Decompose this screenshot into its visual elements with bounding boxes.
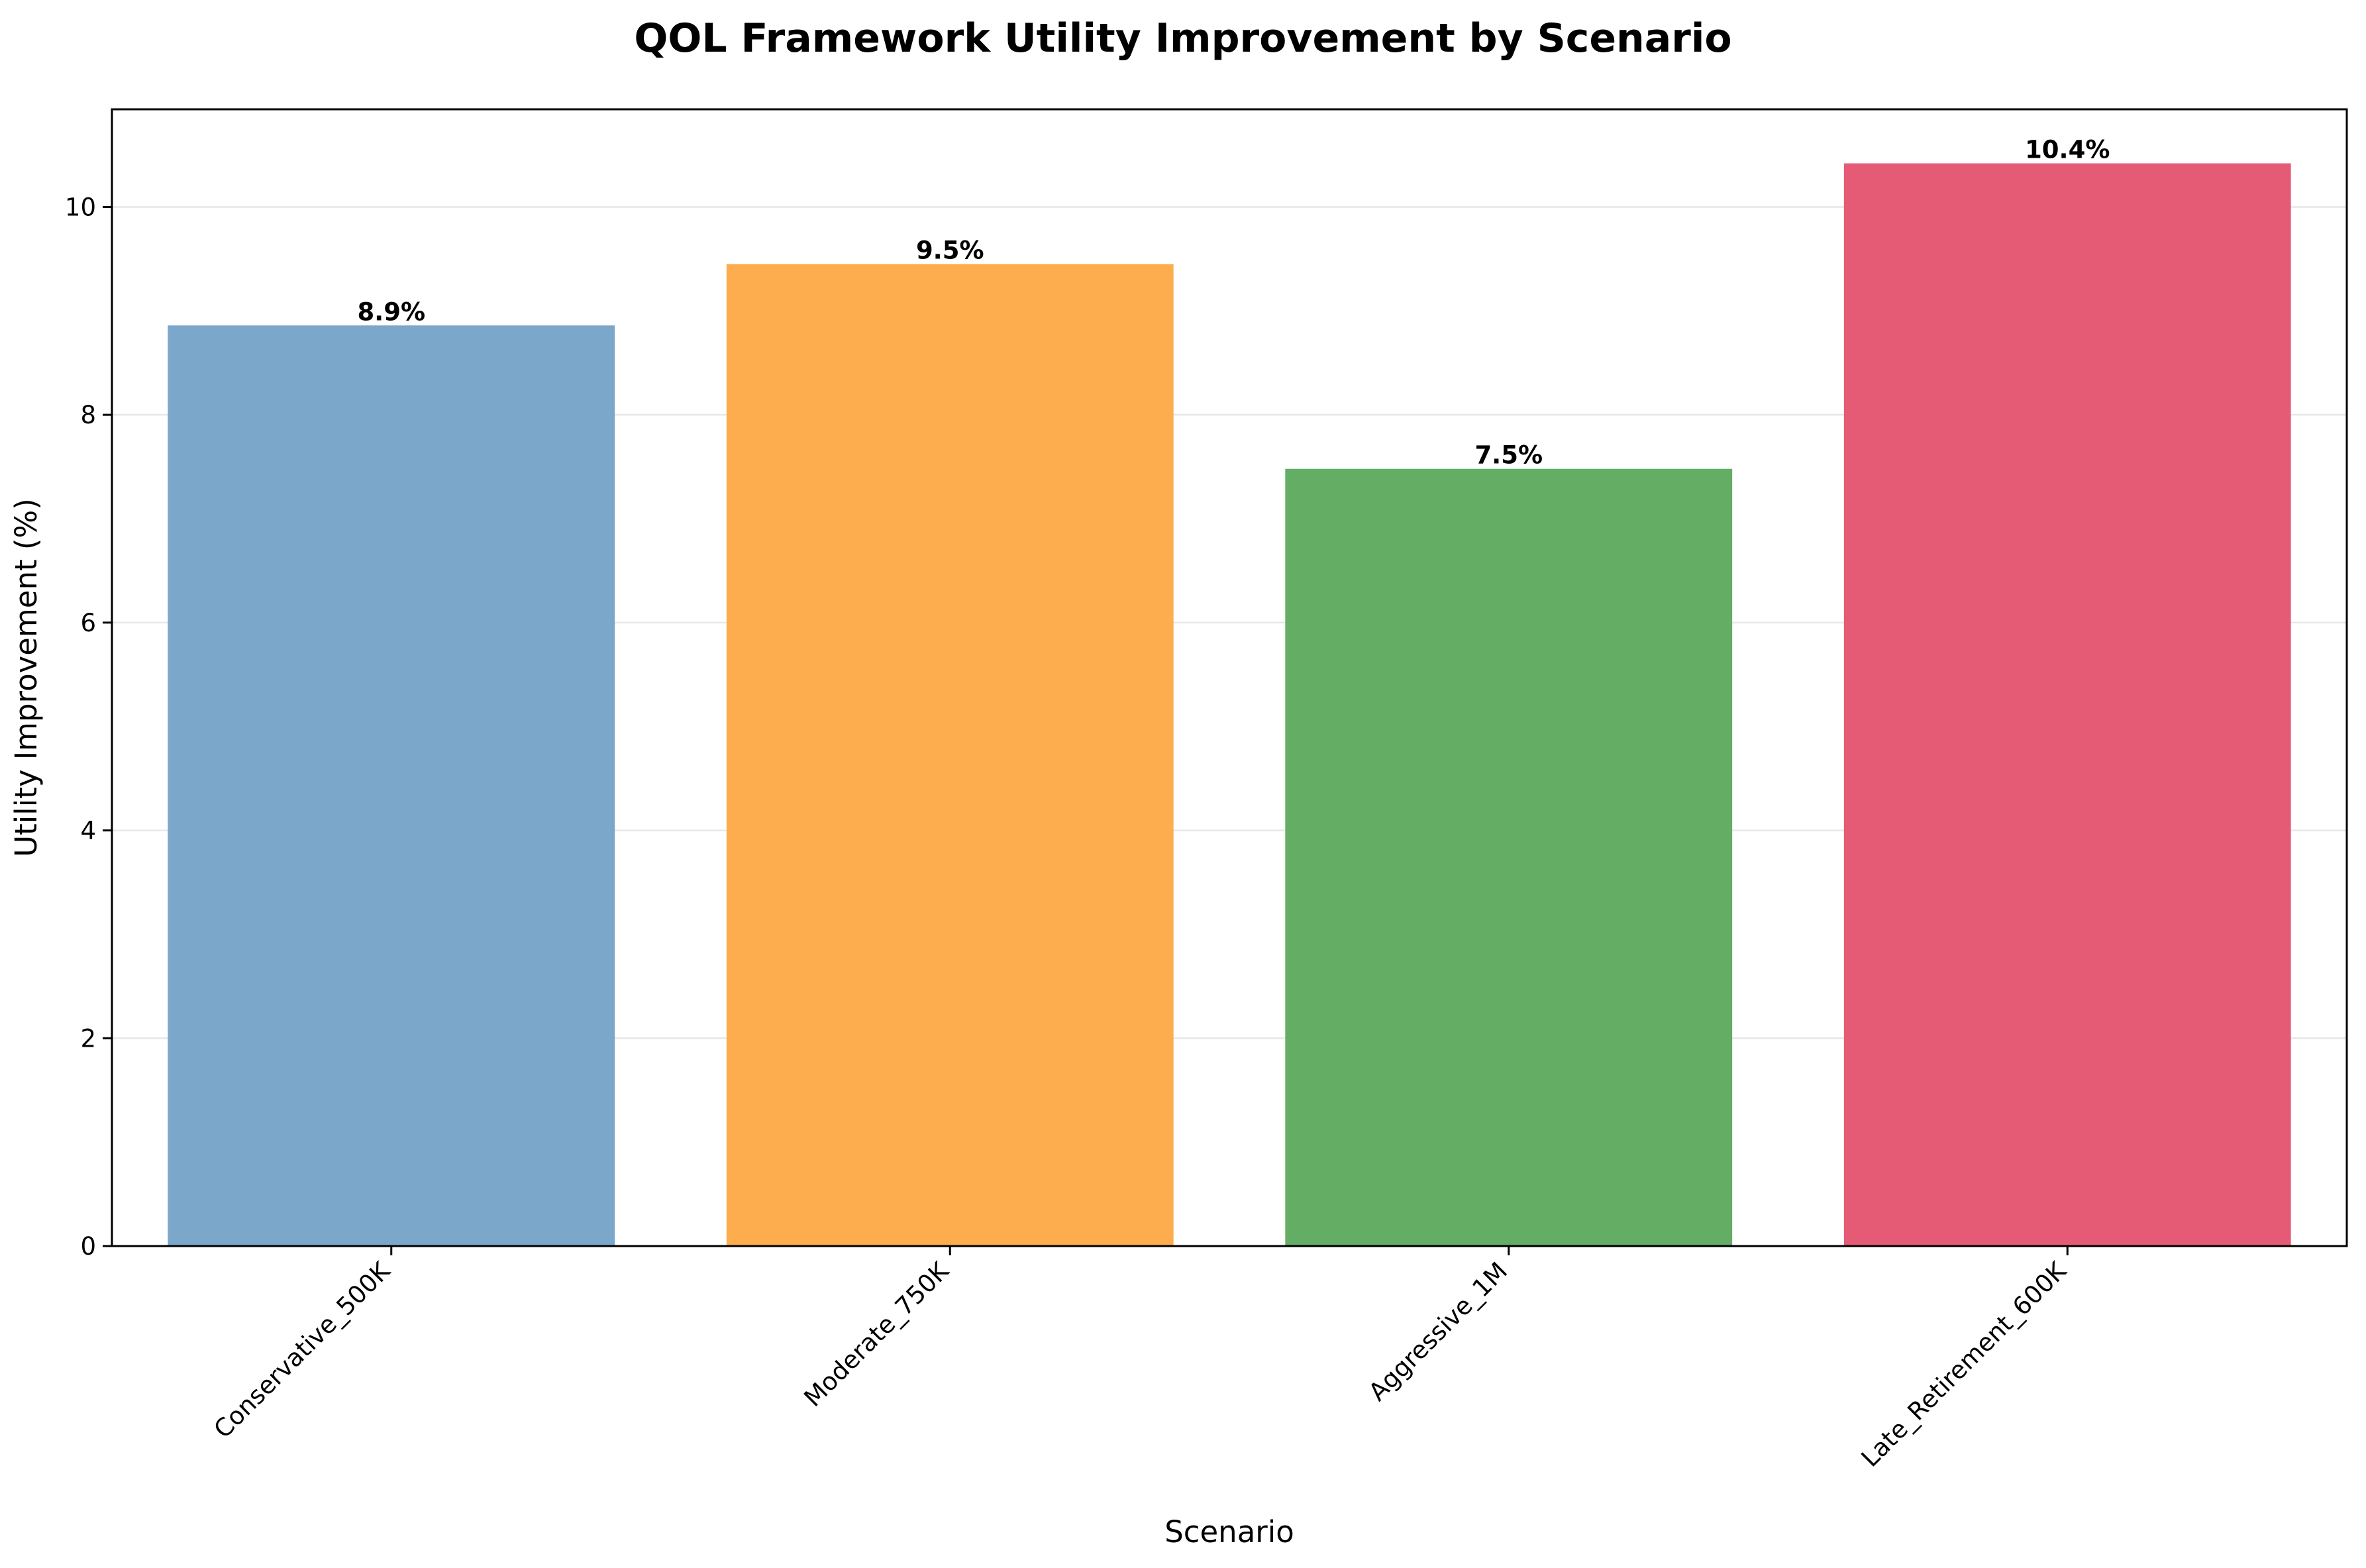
bar-aggressive-1m bbox=[1285, 468, 1733, 1247]
y-tick-label: 2 bbox=[80, 1024, 96, 1053]
bar-value-labels: 8.9% 9.5% 7.5% 10.4% bbox=[357, 136, 2110, 470]
bar-value-label: 9.5% bbox=[916, 236, 984, 265]
x-tick-label: Moderate_750K bbox=[799, 1256, 955, 1412]
x-axis-ticks: Conservative_500K Moderate_750K Aggressive… bbox=[209, 1246, 2073, 1473]
chart-title: QOL Framework Utility Improvement by Sce… bbox=[634, 15, 1731, 62]
y-tick-label: 0 bbox=[80, 1232, 96, 1261]
bars bbox=[168, 163, 2291, 1247]
plot-area-frame bbox=[111, 108, 2348, 1247]
y-tick-label: 4 bbox=[80, 817, 96, 845]
y-axis-title: Utility Improvement (%) bbox=[9, 498, 44, 857]
x-tick-label: Aggressive_1M bbox=[1363, 1257, 1513, 1406]
y-tick-label: 10 bbox=[65, 193, 96, 221]
bar-value-label: 10.4% bbox=[2025, 136, 2110, 164]
y-axis-ticks: 0 2 4 6 8 10 bbox=[65, 193, 112, 1261]
bar-conservative-500k bbox=[168, 325, 615, 1246]
x-tick-label: Late_Retirement_600K bbox=[1856, 1256, 2073, 1473]
bar-late-retirement-600k bbox=[1843, 163, 2291, 1246]
y-tick-label: 8 bbox=[80, 401, 96, 429]
x-axis-title: Scenario bbox=[1164, 1514, 1294, 1549]
bar-moderate-750k bbox=[726, 264, 1174, 1246]
x-tick-label: Conservative_500K bbox=[209, 1256, 397, 1444]
bar-value-label: 8.9% bbox=[357, 297, 425, 326]
y-tick-label: 6 bbox=[80, 609, 96, 637]
bar-value-label: 7.5% bbox=[1474, 441, 1543, 470]
